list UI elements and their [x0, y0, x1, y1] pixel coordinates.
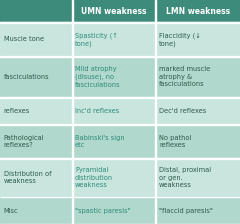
Bar	[156, 124, 240, 158]
Bar	[72, 158, 156, 197]
Bar	[156, 97, 240, 124]
Text: fasciculations: fasciculations	[4, 74, 49, 80]
Bar	[72, 56, 156, 97]
Text: Babinski's sign
etc: Babinski's sign etc	[75, 135, 125, 148]
Text: Muscle tone: Muscle tone	[4, 36, 44, 42]
Bar	[0, 56, 240, 57]
Text: Misc: Misc	[4, 207, 18, 213]
Bar	[0, 56, 72, 97]
Text: Flaccidity (↓
tone): Flaccidity (↓ tone)	[159, 32, 201, 47]
Text: Spasticity (↑
tone): Spasticity (↑ tone)	[75, 32, 118, 47]
Text: marked muscle
atrophy &
fasciculations: marked muscle atrophy & fasciculations	[159, 66, 210, 87]
Bar	[156, 56, 240, 97]
Bar	[156, 197, 240, 224]
Text: "spastic paresis": "spastic paresis"	[75, 207, 131, 213]
Bar	[156, 0, 240, 22]
Text: "flaccid paresis": "flaccid paresis"	[159, 207, 213, 213]
Bar	[0, 124, 240, 125]
Text: reflexes: reflexes	[4, 108, 30, 114]
Text: Mild atrophy
(disuse), no
fasciculations: Mild atrophy (disuse), no fasciculations	[75, 66, 120, 88]
Bar	[72, 97, 156, 124]
Bar	[72, 124, 156, 158]
Text: LMN weakness: LMN weakness	[166, 7, 230, 16]
Text: No pathol
reflexes: No pathol reflexes	[159, 135, 191, 148]
Bar	[0, 158, 72, 197]
Bar	[0, 197, 72, 224]
Bar	[0, 22, 72, 56]
Text: Pyramidal
distribution
weakness: Pyramidal distribution weakness	[75, 167, 113, 188]
Bar	[0, 97, 240, 98]
Bar	[156, 22, 240, 56]
Bar	[72, 22, 156, 56]
Bar	[0, 22, 240, 23]
Text: Distal, proximal
or gen.
weakness: Distal, proximal or gen. weakness	[159, 167, 211, 188]
Bar	[72, 197, 156, 224]
Bar	[72, 0, 156, 22]
Bar	[0, 0, 72, 22]
Bar	[0, 158, 240, 159]
Text: UMN weakness: UMN weakness	[81, 7, 147, 16]
Text: Inc'd reflexes: Inc'd reflexes	[75, 108, 119, 114]
Text: Distribution of
weakness: Distribution of weakness	[4, 171, 51, 184]
Bar	[0, 124, 72, 158]
Bar	[0, 97, 72, 124]
Text: Pathological
reflexes?: Pathological reflexes?	[4, 135, 44, 148]
Text: Dec'd reflexes: Dec'd reflexes	[159, 108, 206, 114]
Bar	[156, 158, 240, 197]
